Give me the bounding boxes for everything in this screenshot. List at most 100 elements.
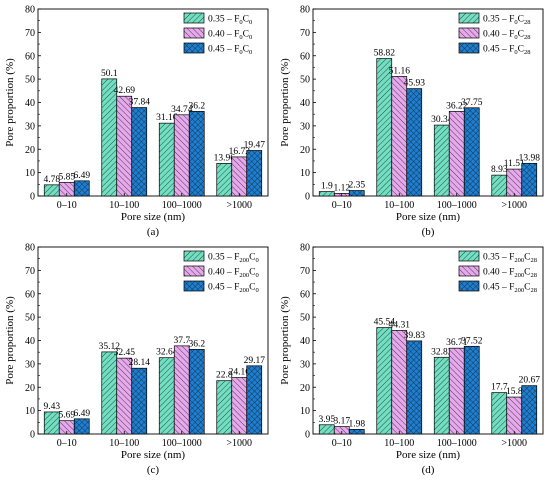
data-label: 4.78	[43, 175, 60, 185]
legend-swatch	[458, 280, 480, 292]
bar	[216, 163, 233, 197]
bar	[231, 377, 248, 435]
bar	[131, 107, 148, 197]
chart-svg: 0 10 20 30 40 50 60 70 80 Pore proportion (%) 4.78…	[4, 5, 269, 238]
data-label: 39.83	[404, 331, 426, 341]
data-label: 36.71	[446, 338, 468, 348]
y-tick-label: 60	[25, 289, 35, 300]
y-tick-label: 0	[30, 192, 35, 203]
data-label: 37.75	[461, 98, 483, 108]
bar	[521, 385, 538, 435]
bar	[216, 380, 233, 435]
data-label: 29.17	[244, 356, 266, 366]
y-tick-label: 30	[25, 359, 35, 370]
x-axis-label: Pore size (nm)	[396, 449, 460, 461]
y-tick-label: 40	[300, 336, 310, 347]
y-tick-label: 80	[25, 243, 35, 254]
data-label: 36.22	[446, 101, 468, 111]
bar	[116, 357, 133, 435]
data-label: 5.69	[58, 411, 75, 421]
data-label: 20.67	[519, 376, 541, 386]
chart-svg: 0 10 20 30 40 50 60 70 80 Pore proportion (%) 9.43…	[4, 243, 269, 476]
y-axis-label: Pore proportion (%)	[4, 296, 16, 385]
bar	[506, 168, 523, 197]
legend-swatch	[183, 27, 205, 39]
data-label: 5.85	[58, 172, 75, 182]
legend-label: 0.35 – F200C0	[208, 253, 259, 265]
y-tick-label: 10	[300, 168, 310, 179]
data-label: 6.49	[73, 409, 90, 419]
x-tick-label: 10–100	[384, 200, 414, 211]
y-tick-label: 20	[300, 145, 310, 156]
data-label: 3.95	[318, 415, 335, 425]
x-tick-label: >1000	[226, 200, 252, 211]
legend-swatch	[458, 27, 480, 39]
legend-swatch	[183, 265, 205, 277]
legend-label: 0.45 – F200C28	[483, 283, 537, 295]
legend-label: 0.45 – F0C0	[208, 45, 252, 57]
data-label: 45.93	[404, 79, 426, 89]
legend: 0.35 – F200C28 0.40 – F200C28 0.45 – F200C…	[458, 250, 537, 295]
legend-swatch	[183, 42, 205, 54]
y-tick-label: 80	[300, 243, 310, 254]
data-label: 6.49	[73, 171, 90, 181]
bar	[43, 411, 60, 435]
data-label: 50.1	[101, 69, 118, 79]
legend-label: 0.40 – F200C28	[483, 268, 537, 280]
bar	[158, 357, 175, 435]
x-tick-label: 0–10	[57, 438, 77, 449]
y-tick-label: 50	[25, 75, 35, 86]
bar	[101, 78, 118, 197]
y-tick-label: 30	[300, 121, 310, 132]
legend: 0.35 – F0C0 0.40 – F0C0 0.45 – F0C0	[183, 12, 252, 57]
bar	[173, 114, 190, 197]
y-tick-label: 0	[305, 430, 310, 441]
x-tick-label: 0–10	[57, 200, 77, 211]
data-label: 37.52	[461, 336, 483, 346]
data-label: 37.7	[173, 336, 190, 346]
bar	[448, 110, 465, 197]
y-tick-label: 70	[300, 28, 310, 39]
bar	[246, 150, 263, 197]
data-label: 15.8	[506, 387, 523, 397]
bar	[491, 392, 508, 435]
legend-swatch	[458, 12, 480, 24]
bar	[348, 429, 365, 435]
x-tick-label: 100–1000	[437, 438, 477, 449]
data-label: 32.45	[114, 348, 136, 358]
legend: 0.35 – F200C0 0.40 – F200C0 0.45 – F200C0	[183, 250, 259, 295]
legend-label: 0.45 – F0C28	[483, 45, 531, 57]
y-tick-label: 70	[300, 266, 310, 277]
panel-caption: (c)	[147, 464, 160, 476]
legend-label: 0.45 – F200C0	[208, 283, 259, 295]
data-label: 11.51	[504, 159, 525, 169]
bar	[43, 184, 60, 197]
x-axis-label: Pore size (nm)	[396, 211, 460, 223]
y-tick-label: 50	[300, 75, 310, 86]
x-tick-label: >1000	[226, 438, 252, 449]
x-tick-label: 0–10	[332, 200, 352, 211]
x-axis-label: Pore size (nm)	[121, 449, 185, 461]
data-label: 9.43	[43, 402, 60, 412]
x-tick-label: >1000	[501, 200, 527, 211]
data-label: 31.16	[156, 113, 178, 123]
bar	[491, 174, 508, 197]
data-label: 44.31	[389, 320, 411, 330]
data-label: 30.34	[431, 115, 453, 125]
bar	[521, 162, 538, 197]
y-tick-label: 0	[305, 192, 310, 203]
data-label: 28.14	[129, 358, 151, 368]
data-label: 22.8	[216, 371, 233, 381]
data-label: 3.17	[333, 417, 350, 427]
legend-label: 0.40 – F200C0	[208, 268, 259, 280]
bar	[188, 349, 205, 435]
y-tick-label: 80	[25, 5, 35, 16]
y-axis-label: Pore proportion (%)	[279, 296, 291, 385]
y-tick-label: 80	[300, 5, 310, 16]
bar	[318, 424, 335, 435]
data-label: 13.98	[519, 153, 541, 163]
legend-label: 0.35 – F200C28	[483, 253, 537, 265]
y-tick-label: 60	[25, 51, 35, 62]
chart-panel-c: 0 10 20 30 40 50 60 70 80 Pore proportion (%) 9.43…	[0, 238, 275, 481]
panel-caption: (d)	[422, 464, 435, 476]
